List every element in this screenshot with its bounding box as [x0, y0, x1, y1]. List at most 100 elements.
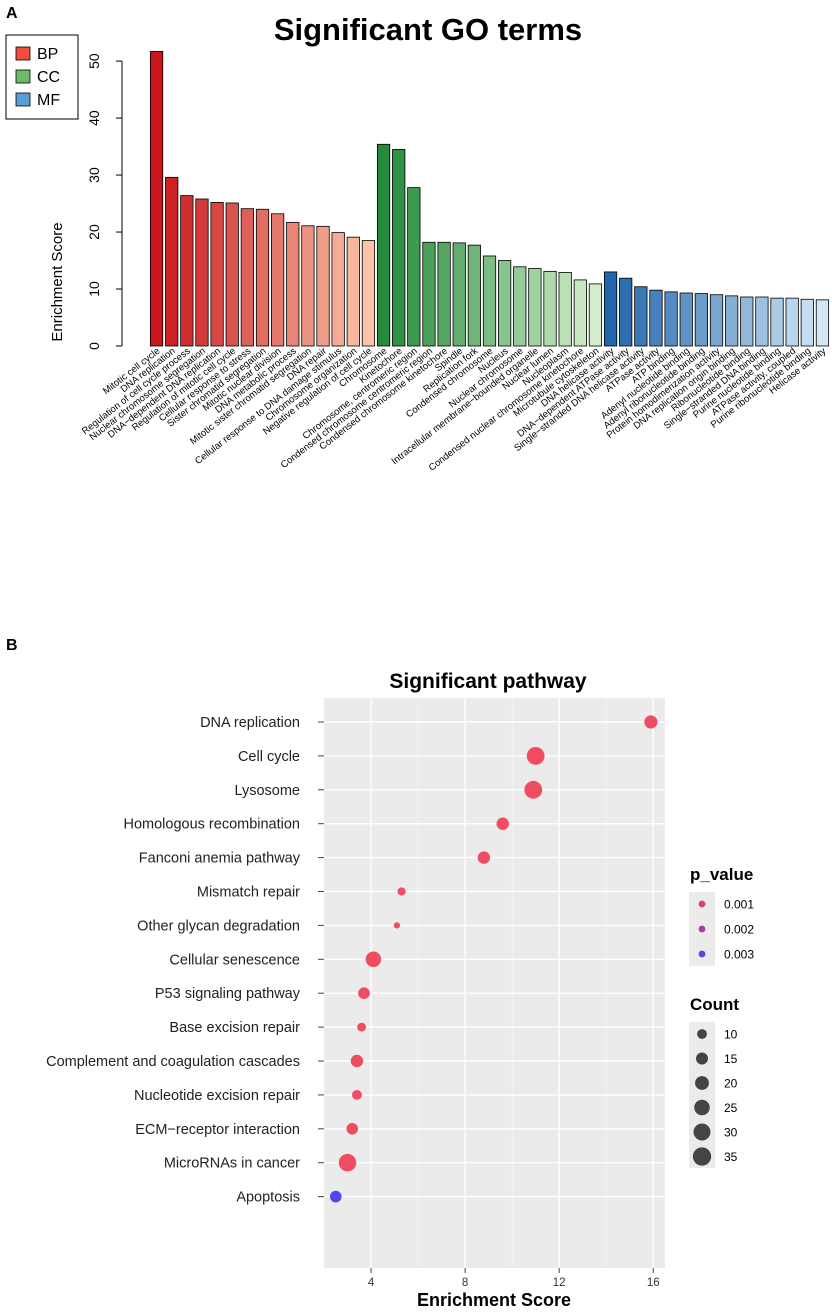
p-value-legend-dot	[698, 900, 706, 908]
pathway-x-axis: 4 8 12 16	[368, 1268, 660, 1289]
go-legend: BP CC MF	[5, 34, 79, 120]
p-value-legend-dot	[698, 950, 706, 958]
pathway-x-tick-label: 4	[368, 1277, 375, 1289]
pathway-y-tick-label: Cellular senescence	[169, 952, 300, 968]
go-bar-43	[785, 297, 799, 347]
go-bar-29	[573, 279, 587, 347]
go-bar-35	[664, 291, 678, 347]
go-bar-8	[255, 208, 270, 347]
pathway-y-tick-label: DNA replication	[200, 715, 300, 731]
count-legend-dot	[693, 1123, 711, 1141]
count-legend: Count 10 15 20 25 30 35	[689, 995, 739, 1168]
pathway-x-tick-label: 12	[553, 1277, 566, 1289]
pathway-y-tick-labels: DNA replication Cell cycle Lysosome Homolog…	[46, 715, 324, 1206]
pathway-point-9	[358, 987, 370, 999]
go-bar-24	[498, 260, 512, 347]
panel-b-label: B	[6, 637, 18, 654]
panel-a-label: A	[6, 5, 18, 22]
go-y-tick-label: 50	[86, 53, 102, 69]
pathway-y-tick-label: Complement and coagulation cascades	[46, 1054, 300, 1070]
go-bar-26	[528, 268, 542, 347]
pathway-point-7	[393, 922, 401, 929]
go-bar-42	[770, 297, 784, 347]
go-legend-label: MF	[37, 92, 60, 109]
p-value-legend-label: 0.001	[724, 898, 754, 912]
go-y-tick-label: 30	[86, 167, 102, 183]
pathway-point-8	[365, 951, 382, 968]
count-legend-dot	[695, 1076, 709, 1090]
go-y-tick-label: 0	[86, 342, 102, 350]
go-bar-5	[210, 202, 224, 347]
panel-a: A Significant GO terms Enrichment Score …	[5, 5, 830, 474]
go-bar-13	[331, 232, 345, 347]
go-legend-swatch-cc	[15, 69, 31, 84]
go-bar-4	[195, 198, 209, 347]
pathway-point-6	[397, 887, 406, 896]
go-bar-14	[346, 236, 360, 347]
go-bar-2	[165, 176, 179, 347]
pathway-y-tick-label: Base excision repair	[169, 1020, 300, 1036]
go-bar-6	[225, 202, 239, 347]
p-value-legend: p_value 0.001 0.002 0.003	[689, 865, 754, 966]
go-bar-9	[271, 213, 285, 347]
go-bar-31	[603, 271, 618, 347]
go-bar-33	[634, 286, 648, 347]
count-legend-dot	[697, 1029, 707, 1039]
pathway-x-tick-label: 16	[647, 1277, 660, 1289]
pathway-y-tick-label: ECM−receptor interaction	[135, 1122, 300, 1138]
count-legend-label: 35	[724, 1150, 738, 1164]
panel-b: B Significant pathway DNA replication Cel…	[6, 637, 754, 1310]
go-bar-38	[709, 294, 724, 347]
go-y-tick-label: 40	[86, 110, 102, 126]
go-bars	[149, 51, 830, 347]
go-bar-10	[286, 221, 300, 347]
go-bar-7	[240, 208, 254, 347]
go-bar-17	[392, 149, 406, 347]
go-bar-11	[301, 225, 315, 347]
count-legend-label: 20	[724, 1077, 738, 1091]
pathway-point-13	[346, 1123, 359, 1135]
pathway-y-tick-label: Other glycan degradation	[137, 918, 300, 934]
go-y-axis: 0 10 20 30 40 50	[86, 53, 123, 350]
go-bar-18	[407, 187, 421, 347]
go-legend-swatch-bp	[15, 46, 31, 61]
go-bar-25	[513, 266, 527, 347]
pathway-y-tick-label: Lysosome	[234, 783, 300, 799]
go-bar-1	[149, 51, 164, 347]
go-bar-34	[649, 289, 663, 347]
count-legend-label: 30	[724, 1126, 738, 1140]
go-bar-30	[588, 283, 603, 347]
p-value-legend-label: 0.002	[724, 923, 754, 937]
pathway-y-tick-label: Homologous recombination	[123, 817, 300, 833]
go-bar-16	[376, 143, 391, 347]
go-bar-39	[725, 295, 739, 347]
p-value-legend-title: p_value	[690, 865, 753, 884]
count-legend-label: 25	[724, 1101, 738, 1115]
pathway-y-tick-label: Cell cycle	[238, 749, 300, 765]
go-bar-3	[180, 195, 194, 347]
pathway-y-tick-label: Fanconi anemia pathway	[139, 851, 301, 867]
pathway-x-axis-label: Enrichment Score	[417, 1290, 571, 1310]
go-bar-37	[694, 293, 708, 347]
pathway-x-tick-label: 8	[462, 1277, 468, 1289]
count-legend-title: Count	[690, 995, 739, 1014]
go-bar-21	[452, 242, 466, 347]
count-legend-label: 15	[724, 1052, 738, 1066]
go-bar-36	[679, 292, 693, 347]
pathway-point-4	[496, 817, 509, 830]
count-legend-dot	[694, 1099, 710, 1116]
pathway-y-tick-label: Apoptosis	[236, 1190, 300, 1206]
go-bar-19	[422, 241, 436, 347]
go-bar-12	[316, 225, 330, 347]
pathway-point-11	[350, 1054, 364, 1068]
pathway-y-tick-label: P53 signaling pathway	[155, 986, 301, 1002]
pathway-plot-background	[324, 698, 665, 1268]
go-bar-41	[755, 296, 769, 347]
go-bar-27	[543, 270, 557, 347]
pathway-point-15	[329, 1190, 342, 1203]
go-legend-label: BP	[37, 46, 58, 63]
p-value-legend-label: 0.003	[724, 948, 754, 962]
pathway-y-tick-label: MicroRNAs in cancer	[164, 1156, 300, 1172]
